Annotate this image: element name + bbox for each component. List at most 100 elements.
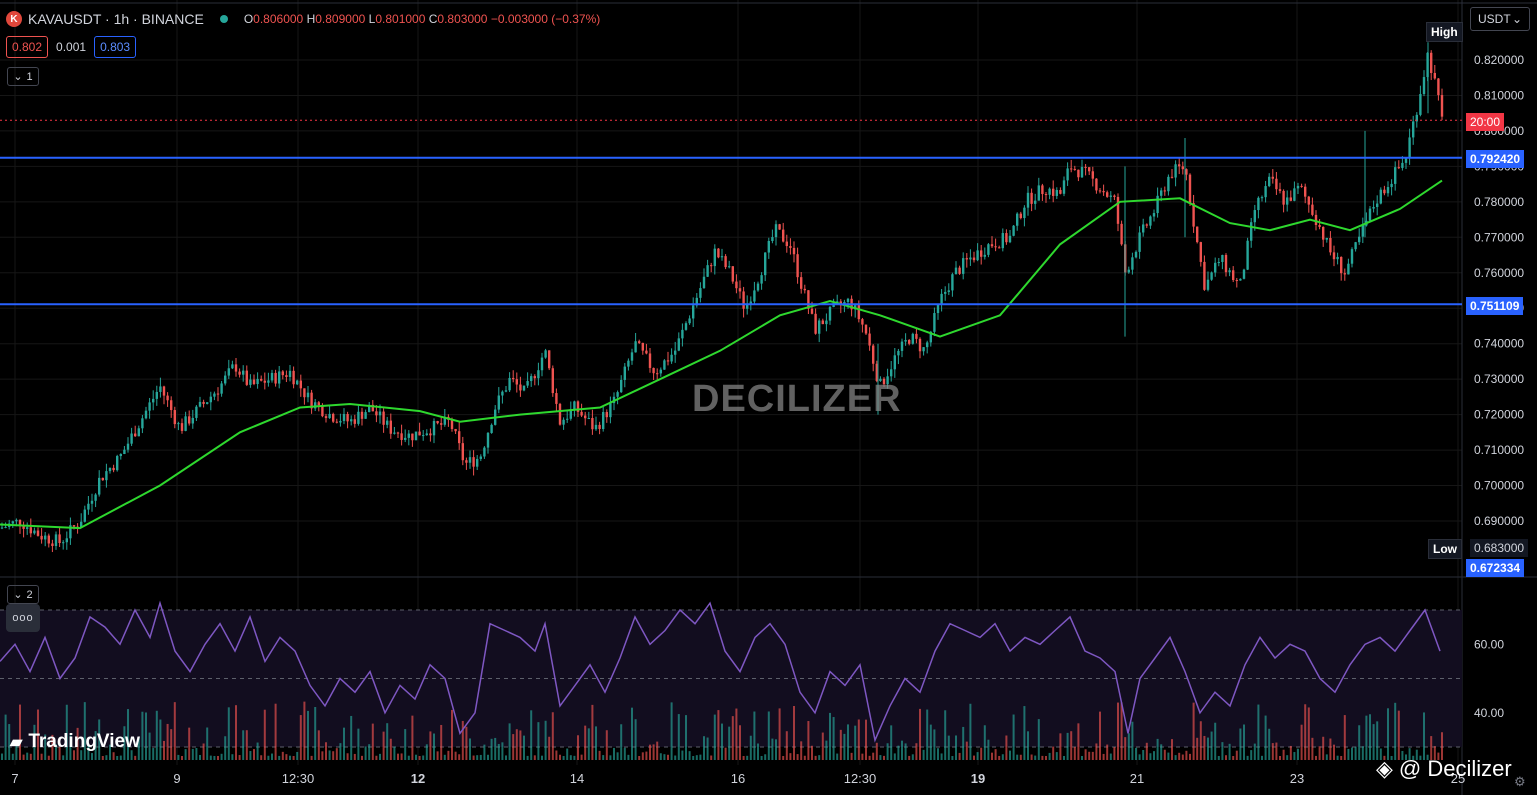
volume-bar <box>1030 754 1033 760</box>
candle-body <box>908 340 911 344</box>
candle-body <box>638 341 641 343</box>
volume-bar <box>1019 754 1022 760</box>
rsi-tick-label: 60.00 <box>1474 637 1504 651</box>
candle-body <box>101 477 104 481</box>
more-options-button[interactable]: ooo <box>6 604 40 632</box>
volume-bar <box>1437 752 1440 760</box>
candle-body <box>778 224 781 230</box>
candle-body <box>72 525 76 527</box>
candle-body <box>591 418 594 430</box>
candle-body <box>1379 189 1382 204</box>
volume-bar <box>893 753 896 760</box>
volume-bar <box>51 734 54 760</box>
candle-body <box>105 471 108 481</box>
volume-bar <box>1401 750 1404 760</box>
candle-body <box>29 527 32 534</box>
candle-body <box>630 352 634 361</box>
volume-bar <box>1138 754 1141 760</box>
candle-body <box>1062 180 1066 194</box>
candle-body <box>1318 225 1321 227</box>
candle-body <box>789 246 792 248</box>
candle-body <box>782 229 785 242</box>
candle-body <box>1282 190 1285 205</box>
candle-body <box>1106 192 1109 197</box>
volume-bar <box>37 709 39 760</box>
volume-bar <box>76 727 79 760</box>
price-tick-label: 0.720000 <box>1474 408 1524 422</box>
candle-body <box>245 370 248 385</box>
volume-bar <box>479 754 482 760</box>
volume-bar <box>811 745 813 760</box>
chevron-down-icon: ⌄ <box>13 71 23 83</box>
candle-body <box>1059 189 1062 194</box>
candle-body <box>173 410 176 425</box>
candle-body <box>684 323 688 330</box>
candle-body <box>1012 225 1015 236</box>
rsi-tick-label: 40.00 <box>1474 706 1504 720</box>
candle-body <box>1134 251 1138 258</box>
volume-bar <box>958 752 961 760</box>
candle-body <box>940 293 943 304</box>
volume-bar <box>119 755 122 760</box>
symbol-title[interactable]: KAVAUSDT · 1h · BINANCE <box>28 11 204 27</box>
candle-body <box>1008 235 1012 243</box>
sell-button[interactable]: 0.802 <box>6 36 49 58</box>
candle-body <box>1221 254 1224 262</box>
candle-body <box>432 421 436 436</box>
candle-body <box>1368 208 1372 221</box>
volume-bar <box>1340 755 1343 760</box>
volume-bar <box>649 744 651 760</box>
buy-button[interactable]: 0.803 <box>94 36 137 58</box>
candle-body <box>1070 168 1073 170</box>
volume-bar <box>22 754 25 760</box>
volume-bar <box>1279 755 1281 760</box>
volume-bar <box>321 751 324 760</box>
volume-bar <box>328 750 331 760</box>
volume-bar <box>1073 746 1076 760</box>
candle-body <box>404 437 407 440</box>
candle-body <box>134 433 137 437</box>
candle-body <box>400 433 403 440</box>
volume-bar <box>458 754 461 760</box>
moving-average-line <box>0 179 1443 530</box>
candle-body <box>1149 216 1152 226</box>
candle-body <box>98 477 101 495</box>
volume-bar <box>1383 755 1386 760</box>
candle-body <box>65 538 68 543</box>
candle-body <box>490 424 493 433</box>
candle-body <box>1127 269 1130 273</box>
candle-body <box>627 360 630 367</box>
candle-body <box>692 305 695 319</box>
candle-body <box>382 411 385 425</box>
candle-body <box>440 423 443 425</box>
volume-bar <box>818 755 821 760</box>
volume-bar <box>1171 739 1173 760</box>
candle-body <box>724 256 727 268</box>
candle-body <box>62 542 65 544</box>
volume-bar <box>620 724 623 760</box>
volume-bar <box>1099 711 1101 760</box>
candle-body <box>764 252 767 276</box>
pane-collapse-button[interactable]: ⌄ 1 <box>7 67 39 86</box>
volume-bar <box>281 751 284 760</box>
candle-body <box>152 398 155 403</box>
volume-bar <box>890 725 893 760</box>
candle-body <box>141 418 144 429</box>
currency-select[interactable]: USDT ⌄ <box>1470 7 1530 31</box>
candle-body <box>810 308 814 314</box>
volume-bar <box>1178 752 1181 760</box>
candle-body <box>864 324 868 334</box>
candle-body <box>1257 197 1260 211</box>
time-tick-label: 21 <box>1130 771 1144 786</box>
candle-body <box>1350 249 1354 264</box>
indicator-collapse-button[interactable]: ⌄ 2 <box>7 585 39 604</box>
volume-bar <box>515 729 518 760</box>
volume-bar <box>58 746 61 760</box>
volume-bar <box>407 755 410 760</box>
gear-icon[interactable]: ⚙ <box>1514 774 1526 789</box>
candle-body <box>465 460 468 463</box>
volume-bar <box>206 727 209 760</box>
volume-bar <box>1372 724 1375 760</box>
tradingview-logo[interactable]: ▰ TradingView <box>10 731 140 752</box>
